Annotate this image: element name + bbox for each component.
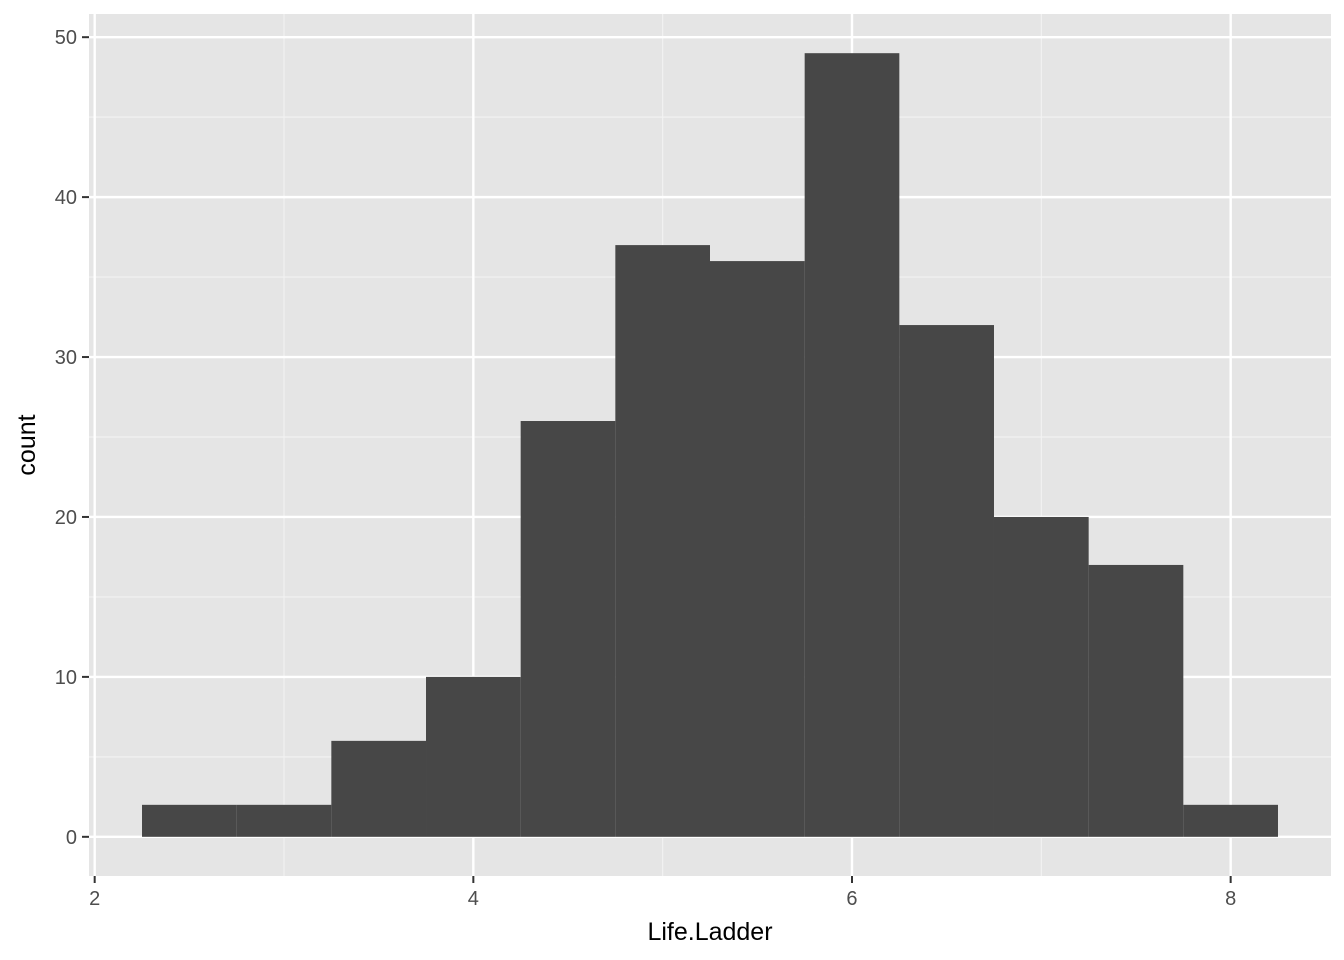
- histogram-bar: [710, 261, 805, 837]
- x-axis-title: Life.Ladder: [647, 918, 772, 946]
- histogram-bar: [804, 53, 900, 837]
- histogram-bar: [520, 421, 616, 837]
- histogram-bar: [1183, 804, 1278, 837]
- histogram-bar: [1088, 564, 1184, 837]
- histogram-bar: [615, 245, 710, 837]
- x-tick-label: 4: [468, 888, 479, 910]
- y-tick-label: 50: [55, 27, 77, 49]
- histogram-bar: [993, 516, 1089, 837]
- y-tick-label: 20: [55, 507, 77, 529]
- y-axis-title: count: [13, 414, 41, 475]
- histogram-bar: [236, 804, 332, 837]
- x-tick-label: 2: [89, 888, 100, 910]
- histogram-bar: [426, 676, 521, 837]
- histogram-bars: [142, 53, 1278, 837]
- y-axis: 0 10 20 30 40 50: [55, 27, 89, 849]
- y-tick-label: 0: [66, 827, 77, 849]
- histogram-bar: [899, 325, 994, 837]
- x-tick-label: 8: [1225, 888, 1236, 910]
- histogram-bar: [331, 740, 427, 837]
- y-tick-label: 40: [55, 187, 77, 209]
- x-axis: 2 4 6 8: [89, 876, 1236, 910]
- histogram-bar: [142, 804, 237, 837]
- y-tick-label: 10: [55, 667, 77, 689]
- y-tick-label: 30: [55, 347, 77, 369]
- x-tick-label: 6: [846, 888, 857, 910]
